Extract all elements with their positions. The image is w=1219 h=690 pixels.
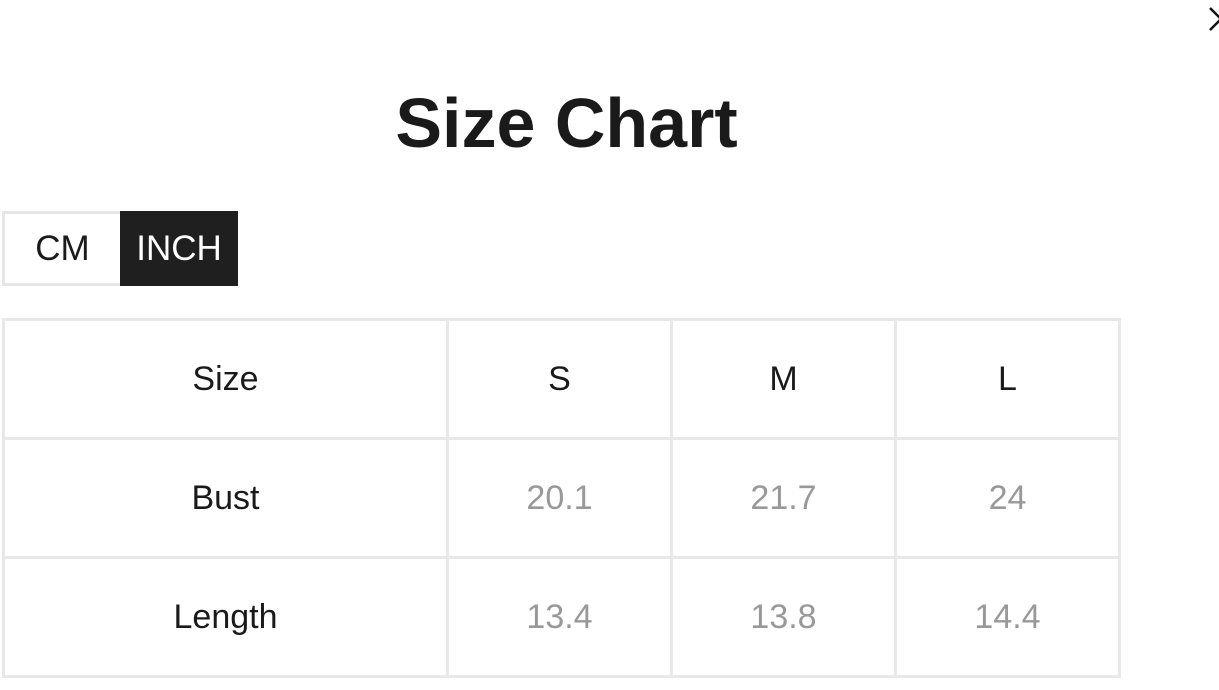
header-cell: S [446, 318, 673, 440]
table-header-row: Size S M L [2, 318, 1121, 440]
table-cell: 14.4 [894, 556, 1121, 678]
row-label: Bust [2, 437, 449, 559]
header-cell: L [894, 318, 1121, 440]
table-cell: 20.1 [446, 437, 673, 559]
table-cell: 24 [894, 437, 1121, 559]
table-row: Bust 20.1 21.7 24 [2, 437, 1121, 559]
page-title: Size Chart [395, 84, 738, 162]
unit-inch-button[interactable]: INCH [120, 211, 238, 286]
unit-cm-button[interactable]: CM [2, 211, 120, 286]
table-cell: 21.7 [670, 437, 897, 559]
close-icon[interactable] [1206, 4, 1219, 34]
table-cell: 13.4 [446, 556, 673, 678]
row-label: Length [2, 556, 449, 678]
table-cell: 13.8 [670, 556, 897, 678]
header-cell: Size [2, 318, 449, 440]
size-table: Size S M L Bust 20.1 21.7 24 Length 13.4… [2, 318, 1121, 678]
unit-toggle: CM INCH [2, 211, 238, 286]
table-row: Length 13.4 13.8 14.4 [2, 556, 1121, 678]
header-cell: M [670, 318, 897, 440]
